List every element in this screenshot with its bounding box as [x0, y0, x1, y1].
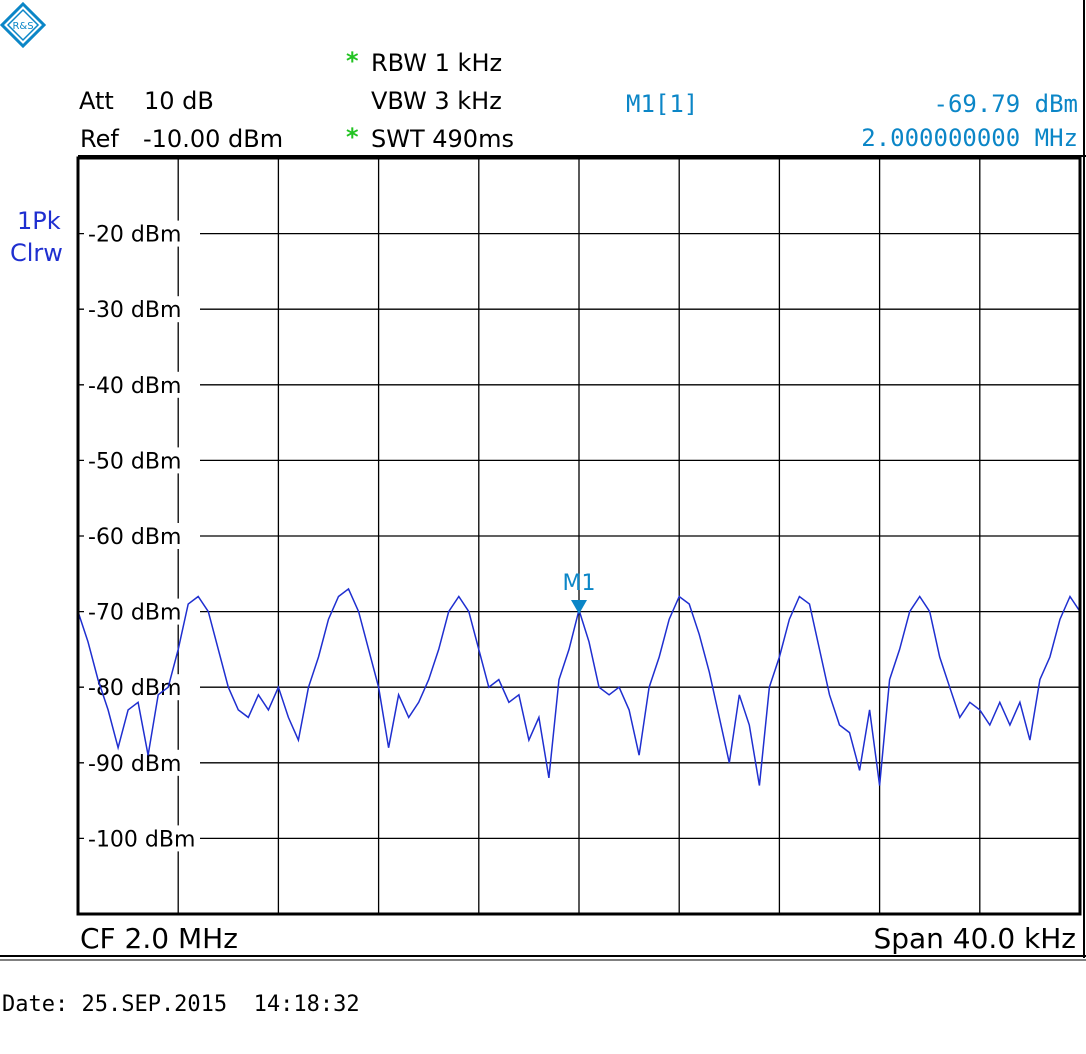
rohde-schwarz-logo-icon: R&S — [0, 2, 46, 48]
marker-m1-triangle — [571, 600, 587, 615]
marker-m1-label: M1 — [563, 571, 596, 596]
svg-text:R&S: R&S — [12, 21, 33, 32]
y-tick-label: -20 dBm — [88, 223, 181, 248]
marker-name: M1[1] — [626, 90, 699, 118]
trace-detector: 1Pk — [17, 207, 61, 235]
vbw-setting: VBW 3 kHz — [371, 87, 502, 115]
y-tick-label: -60 dBm — [88, 525, 181, 550]
y-tick-label: -40 dBm — [88, 374, 181, 399]
rbw-coupling-star: * — [346, 47, 359, 75]
center-frequency: CF 2.0 MHz — [80, 922, 238, 955]
y-tick-label: -100 dBm — [88, 827, 195, 852]
plot-frame — [76, 156, 1082, 916]
sweep-time: SWT 490ms — [371, 125, 514, 153]
att-label: Att — [79, 87, 114, 115]
y-tick-label-bg — [84, 749, 200, 776]
grid-layer — [78, 158, 1080, 914]
y-tick-labels: -20 dBm -30 dBm -40 dBm -50 dBm -60 dBm -70 d… — [84, 220, 200, 852]
y-tick-label: -70 dBm — [88, 601, 181, 626]
swt-coupling-star: * — [346, 123, 359, 151]
ref-label: Ref — [80, 125, 119, 153]
y-tick-label-bg — [84, 825, 200, 852]
att-value: 10 dB — [144, 87, 214, 115]
rbw-setting: RBW 1 kHz — [371, 49, 503, 77]
y-tick-label-bg — [84, 598, 200, 625]
date-stamp: Date: 25.SEP.2015 14:18:32 — [2, 992, 360, 1017]
y-tick-label-bg — [84, 447, 200, 474]
marker-frequency: 2.000000000 MHz — [861, 124, 1078, 152]
y-tick-label-bg — [84, 523, 200, 549]
y-tick-label-bg — [84, 220, 200, 247]
marker-layer: M1 — [563, 571, 596, 615]
y-tick-label: -50 dBm — [88, 449, 181, 474]
ref-value: -10.00 dBm — [143, 125, 284, 153]
y-tick-label-bg — [84, 296, 200, 323]
y-tick-label: -30 dBm — [88, 298, 181, 323]
span-setting: Span 40.0 kHz — [873, 922, 1076, 955]
y-tick-label-bg — [84, 371, 200, 398]
frame-layer — [0, 0, 1086, 961]
trace-mode: Clrw — [10, 239, 63, 267]
marker-level: -69.79 dBm — [933, 90, 1079, 118]
y-tick-label: -90 dBm — [88, 752, 181, 777]
